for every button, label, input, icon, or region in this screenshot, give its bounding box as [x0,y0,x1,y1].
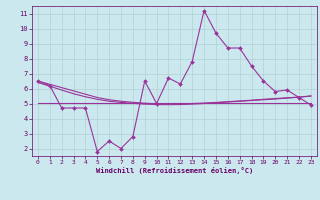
X-axis label: Windchill (Refroidissement éolien,°C): Windchill (Refroidissement éolien,°C) [96,167,253,174]
